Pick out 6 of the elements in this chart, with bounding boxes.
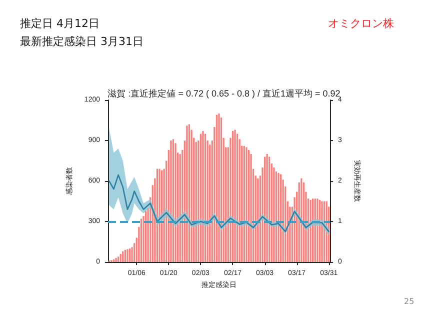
chart-title: 滋賀 :直近推定値 = 0.72 ( 0.65 - 0.8 ) / 直近1週平均 = 0.92 — [108, 88, 340, 98]
text: オミクロン株 — [328, 16, 394, 31]
text: 推定日 4月12日 — [20, 16, 100, 31]
text: 25 — [404, 297, 414, 306]
line-series — [108, 174, 330, 232]
text: 最新推定感染日 3月31日 — [20, 34, 144, 49]
